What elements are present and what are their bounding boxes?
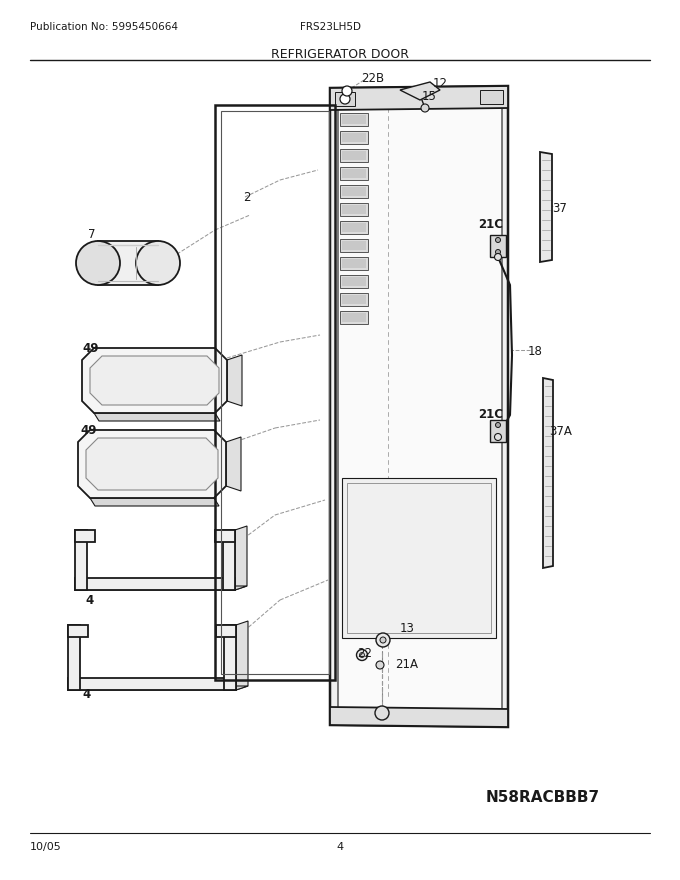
Polygon shape: [340, 203, 368, 216]
Polygon shape: [340, 113, 368, 126]
Text: 13: 13: [400, 622, 415, 635]
Text: 37: 37: [552, 202, 567, 215]
Text: REFRIGERATOR DOOR: REFRIGERATOR DOOR: [271, 48, 409, 61]
Circle shape: [421, 104, 429, 112]
Text: 37A: 37A: [549, 425, 572, 438]
Text: 21A: 21A: [395, 658, 418, 671]
Polygon shape: [335, 92, 355, 106]
Polygon shape: [540, 152, 552, 262]
Circle shape: [496, 422, 500, 428]
Circle shape: [356, 649, 367, 661]
Ellipse shape: [76, 241, 120, 285]
Polygon shape: [94, 413, 220, 421]
Circle shape: [496, 238, 500, 243]
Polygon shape: [400, 82, 440, 100]
Polygon shape: [342, 241, 366, 250]
Polygon shape: [340, 167, 368, 180]
Text: 4: 4: [85, 594, 93, 607]
Text: 15: 15: [422, 90, 437, 103]
Polygon shape: [90, 498, 219, 506]
Circle shape: [375, 706, 389, 720]
Text: 22: 22: [357, 647, 372, 660]
Text: 49: 49: [80, 424, 97, 437]
Polygon shape: [342, 133, 366, 142]
Polygon shape: [68, 625, 88, 637]
Polygon shape: [235, 526, 247, 590]
Polygon shape: [490, 420, 506, 442]
Polygon shape: [215, 530, 235, 542]
Polygon shape: [342, 115, 366, 124]
Polygon shape: [340, 311, 368, 324]
Polygon shape: [340, 275, 368, 288]
Circle shape: [340, 94, 350, 104]
Text: 12: 12: [433, 77, 448, 90]
Polygon shape: [340, 185, 368, 198]
Circle shape: [360, 652, 364, 657]
Polygon shape: [342, 295, 366, 304]
Polygon shape: [86, 438, 218, 490]
Polygon shape: [340, 293, 368, 306]
Circle shape: [496, 250, 500, 254]
Polygon shape: [68, 686, 248, 690]
Text: 7: 7: [88, 228, 95, 241]
Circle shape: [376, 661, 384, 669]
Polygon shape: [543, 378, 553, 568]
Polygon shape: [82, 348, 227, 413]
Polygon shape: [340, 149, 368, 162]
Polygon shape: [342, 478, 496, 638]
Circle shape: [342, 86, 352, 96]
Polygon shape: [90, 356, 219, 405]
Text: N58RACBBB7: N58RACBBB7: [486, 790, 600, 805]
Text: 4: 4: [337, 842, 343, 852]
Polygon shape: [342, 187, 366, 196]
Circle shape: [496, 435, 500, 439]
Polygon shape: [98, 241, 158, 285]
Text: FRS23LH5D: FRS23LH5D: [300, 22, 361, 32]
Polygon shape: [342, 223, 366, 232]
Polygon shape: [340, 257, 368, 270]
Polygon shape: [226, 437, 241, 491]
Ellipse shape: [136, 241, 180, 285]
Polygon shape: [227, 355, 242, 406]
Polygon shape: [78, 430, 226, 498]
Polygon shape: [75, 530, 95, 542]
Polygon shape: [490, 235, 506, 257]
Text: 22B: 22B: [361, 72, 384, 85]
Circle shape: [494, 434, 502, 441]
Circle shape: [494, 253, 502, 260]
Polygon shape: [342, 151, 366, 160]
Polygon shape: [216, 625, 236, 637]
Text: 18: 18: [528, 345, 543, 358]
Polygon shape: [236, 621, 248, 690]
Polygon shape: [342, 205, 366, 214]
Polygon shape: [340, 131, 368, 144]
Polygon shape: [342, 277, 366, 286]
Polygon shape: [340, 221, 368, 234]
Polygon shape: [330, 707, 508, 727]
Polygon shape: [342, 259, 366, 268]
Polygon shape: [338, 97, 502, 718]
Text: 10/05: 10/05: [30, 842, 62, 852]
Polygon shape: [75, 530, 87, 590]
Polygon shape: [68, 625, 80, 690]
Polygon shape: [342, 169, 366, 178]
Polygon shape: [480, 90, 503, 104]
Polygon shape: [75, 586, 247, 590]
Polygon shape: [75, 578, 235, 590]
Text: 4: 4: [82, 688, 90, 701]
Polygon shape: [330, 86, 508, 727]
Circle shape: [376, 633, 390, 647]
Polygon shape: [68, 678, 236, 690]
Text: 49: 49: [82, 342, 99, 355]
Polygon shape: [340, 239, 368, 252]
Text: 21C: 21C: [478, 408, 503, 421]
Text: 2: 2: [243, 191, 250, 204]
Polygon shape: [224, 625, 236, 690]
Polygon shape: [330, 86, 508, 110]
Polygon shape: [223, 530, 235, 590]
Polygon shape: [342, 313, 366, 322]
Text: 21C: 21C: [478, 218, 503, 231]
Text: Publication No: 5995450664: Publication No: 5995450664: [30, 22, 178, 32]
Circle shape: [380, 637, 386, 643]
